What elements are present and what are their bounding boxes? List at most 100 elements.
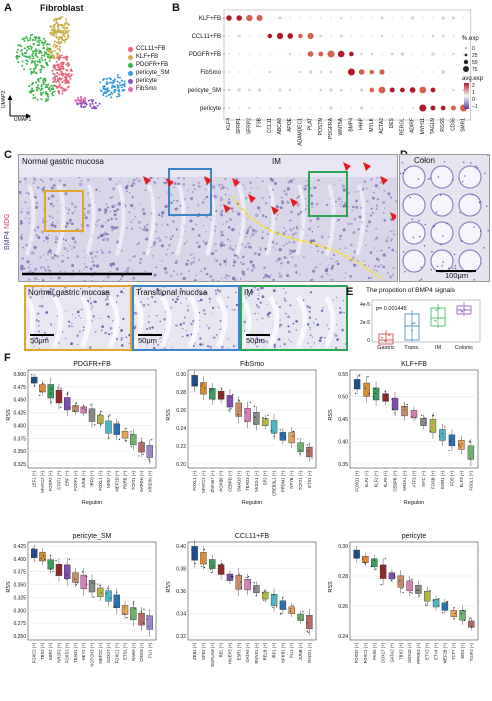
regulon-label: FOXC1 (+) — [363, 642, 368, 663]
regulon-label: CEBPD (+) — [227, 470, 232, 491]
regulon-box — [146, 445, 154, 458]
dotplot-dot — [411, 53, 414, 55]
regulon-ytick: 0.325 — [13, 595, 26, 601]
regulon-label: NKX3-1 (+) — [254, 470, 259, 492]
regulon-box — [429, 419, 437, 433]
dotplot-dot — [248, 53, 251, 55]
regulon-box — [191, 375, 198, 387]
regulon-label: KLF2 (+) — [374, 470, 379, 487]
regulon-box — [253, 412, 260, 425]
regulon-box — [30, 548, 38, 558]
regulon-plot: FibSmo 0.30 0.28 0.26 0.24 0.22 0.20 RSS FOXL1 (… — [166, 361, 317, 506]
dotplot-dot — [258, 88, 262, 92]
regulon-label: ESR1 (+) — [236, 642, 241, 660]
regulon-box — [270, 420, 278, 434]
regulon-plot: pericyte_SM 0.425 0.400 0.375 0.350 0.325 0.30… — [6, 533, 157, 667]
regulon-label: TCF21 (+) — [298, 470, 303, 490]
regulon-label: IRF9 (+) — [90, 470, 95, 486]
dotplot-dot — [289, 52, 292, 56]
regulon-box — [97, 414, 104, 424]
dotplot-dot — [226, 15, 232, 21]
dotplot-dot — [452, 52, 455, 56]
regulon-label: MYC (+) — [421, 470, 426, 486]
dotplot-dot — [248, 35, 251, 37]
boxplot-e: 4e-5 2e-5 0 p= 0.001445 Gastric Trans. IM Colon… — [360, 299, 481, 351]
regulon-box — [209, 388, 216, 400]
dotplot-gene-label: PLAT — [308, 118, 314, 130]
box-normal — [44, 190, 84, 232]
panel-a-label: A — [4, 2, 12, 14]
dotplot-dot — [441, 34, 445, 38]
dotplot-dot — [358, 69, 365, 75]
regulon-ytick: 0.375 — [13, 436, 26, 442]
pct-legend-title: %.exp — [462, 36, 479, 42]
regulon-label: EGFLAM (+) — [210, 642, 215, 666]
regulon-plot-title: pericyte — [402, 533, 427, 540]
regulon-ytick: 0.40 — [338, 440, 348, 446]
regulon-box — [121, 430, 129, 439]
dotplot-row-label: CCL11+FB — [192, 34, 221, 40]
dotplot-dot — [278, 16, 282, 20]
panel-a-title: Fibroblast — [40, 3, 84, 13]
regulon-label: CREM (+) — [139, 642, 144, 661]
regulon-label: SOX17 (+) — [106, 642, 111, 663]
regulon-ylabel: RSS — [6, 581, 12, 593]
regulon-label: MEF2D (+) — [114, 470, 119, 491]
dotplot-dot — [330, 17, 332, 19]
dotplot-dot — [349, 51, 354, 57]
regulon-box — [55, 389, 63, 404]
dotplot-dot — [451, 16, 455, 20]
regulon-box — [235, 402, 242, 417]
dotplot-gene-label: SFRP1 — [236, 118, 242, 134]
dotplot-dot — [319, 70, 323, 74]
regulon-box — [406, 580, 413, 592]
regulon-box — [297, 613, 304, 621]
dotplot-gene-label: DES — [389, 117, 395, 128]
dotplot-dot — [278, 88, 282, 92]
dotplot-dot — [419, 86, 427, 94]
inset-scale-2: 50μm — [138, 336, 157, 345]
dotplot-dot — [269, 53, 271, 55]
pct-legend-dot — [463, 59, 469, 65]
legend-label: FibSmo — [136, 86, 157, 92]
dotplot-dot — [462, 34, 465, 38]
regulon-plot-title: PDGFR+FB — [73, 361, 111, 368]
regulon-label: HOXB6 (+) — [219, 470, 224, 491]
pct-legend-value: 50 — [472, 60, 478, 66]
regulon-box — [424, 591, 431, 602]
dotplot-dot — [298, 33, 303, 39]
regulon-label: NFATC2 (+) — [201, 470, 206, 493]
regulon-box — [64, 397, 71, 411]
dotplot-dot — [299, 89, 302, 91]
regulon-plot-title: FibSmo — [240, 361, 264, 368]
legend-label: PDGFR+FB — [136, 62, 169, 68]
dotplot-dot — [299, 53, 302, 55]
dotplot-dot — [400, 52, 405, 56]
panel-c-label: C — [4, 149, 12, 161]
dotplot-dot — [299, 17, 302, 19]
regulon-box — [130, 434, 137, 446]
regulon-ytick: 0.20 — [176, 462, 186, 468]
regulon-label: SOX17 (+) — [381, 642, 386, 663]
dotplot-dot — [329, 70, 333, 74]
red-arrow — [363, 162, 371, 171]
regulon-label: KLF6 (+) — [383, 470, 388, 487]
umap-plot — [7, 15, 126, 119]
regulon-box — [467, 445, 475, 460]
regulon-box — [379, 564, 387, 579]
regulon-label: MEF2C (+) — [98, 642, 103, 663]
regulon-label: GATA5 (+) — [245, 642, 250, 662]
dotplot-dot — [339, 34, 343, 38]
dotplot-dot — [360, 35, 363, 37]
regulon-label: ETS1 (+) — [123, 642, 128, 659]
regulon-label: TEAD3 (+) — [245, 470, 250, 491]
legend-dot — [128, 78, 133, 84]
e-ytick: 0 — [367, 338, 370, 344]
regulon-label: MEF2B (+) — [442, 642, 447, 663]
label-normal-mucosa: Normal gastric mucosa — [22, 157, 104, 166]
regulon-plot: PDGFR+FB 0.500 0.475 0.450 0.425 0.400 0.375 0.… — [6, 361, 157, 506]
regulon-xlabel: Regulon — [242, 500, 263, 506]
dotplot-gene-label: ABCA8 — [277, 118, 283, 135]
regulon-ytick: 0.450 — [13, 398, 26, 404]
dotplot-dot — [238, 53, 240, 55]
